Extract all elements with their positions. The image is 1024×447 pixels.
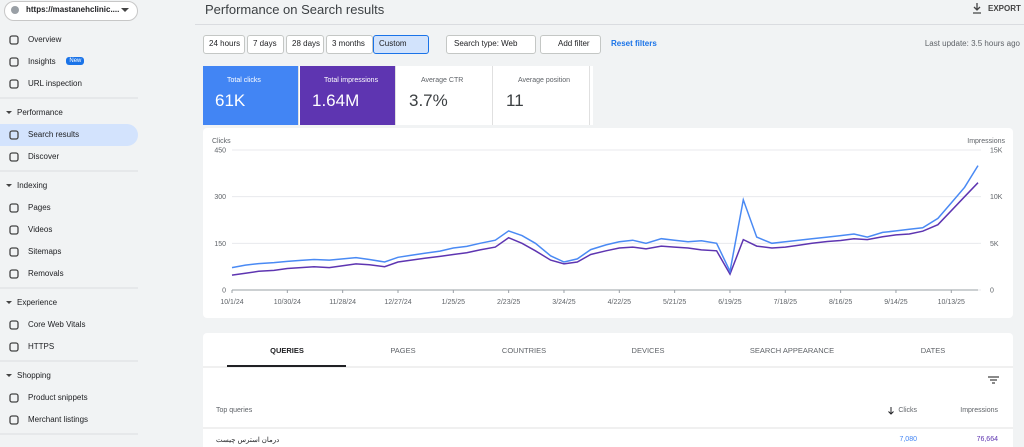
table-header[interactable]: Clicks: [898, 407, 917, 414]
tab[interactable]: SEARCH APPEARANCE: [749, 346, 835, 355]
main-title: Performance on Search results: [205, 2, 385, 17]
nav-item[interactable]: Search results: [28, 130, 80, 139]
nav-item[interactable]: HTTPS: [28, 342, 55, 351]
nav-icon: [9, 342, 19, 352]
selected-highlight: [0, 124, 138, 146]
table-cell[interactable]: درمان استرس چیست: [216, 437, 280, 444]
reset-filters[interactable]: Reset filters: [611, 39, 657, 48]
date-filter-label[interactable]: 24 hours: [209, 39, 241, 48]
add-filter-label[interactable]: Add filter: [558, 39, 590, 48]
section-title[interactable]: Shopping: [17, 371, 51, 380]
section-title[interactable]: Performance: [17, 108, 63, 117]
date-filter[interactable]: [373, 35, 429, 54]
last-update: Last update: 3.5 hours ago: [924, 39, 1020, 48]
section-caret: [6, 374, 12, 377]
nav-item[interactable]: Merchant listings: [28, 415, 89, 424]
table-cell: 76,664: [976, 436, 998, 443]
search-type[interactable]: [446, 35, 536, 54]
tab[interactable]: DEVICES: [631, 346, 665, 355]
metric-card[interactable]: [494, 66, 590, 125]
table-header: Top queries: [216, 407, 253, 414]
metric-label: Total clicks: [227, 77, 261, 84]
nav-icon: [9, 152, 19, 162]
date-filter-label[interactable]: 3 months: [332, 39, 365, 48]
nav-item[interactable]: URL inspection: [28, 79, 82, 88]
export-button[interactable]: EXPORT: [988, 4, 1021, 13]
nav-item[interactable]: Removals: [28, 269, 64, 278]
nav-icon: [9, 415, 19, 425]
metric-label: Total impressions: [324, 77, 379, 84]
section-caret: [6, 184, 12, 187]
property-selector[interactable]: [4, 1, 138, 21]
nav-icon: [9, 79, 19, 89]
nav-icon: [9, 320, 19, 330]
section-caret: [6, 111, 12, 114]
tab[interactable]: DATES: [920, 346, 946, 355]
table-header[interactable]: Impressions: [960, 407, 998, 414]
export-icon: [973, 3, 981, 14]
new-badge: New: [66, 57, 85, 65]
date-filter-label[interactable]: 28 days: [292, 39, 321, 48]
chart-card: [203, 128, 1013, 318]
nav-icon: [9, 269, 19, 279]
metric-label: Average position: [518, 77, 571, 84]
nav-item[interactable]: Sitemaps: [28, 247, 62, 256]
table-cell: 7,080: [899, 436, 917, 443]
add-filter[interactable]: [540, 35, 601, 54]
date-filter[interactable]: [326, 35, 373, 54]
metric-value: 1.64M: [312, 91, 360, 110]
tab[interactable]: PAGES: [390, 346, 416, 355]
date-filter[interactable]: [247, 35, 284, 54]
nav-item[interactable]: Discover: [28, 152, 60, 161]
nav-icon: [9, 57, 19, 67]
metric-value: 61K: [215, 91, 246, 110]
section-title[interactable]: Indexing: [17, 181, 48, 190]
nav-icon: [9, 393, 19, 403]
nav-item[interactable]: Videos: [28, 225, 53, 234]
date-filter[interactable]: [203, 35, 245, 54]
property-url: https://mastanehclinic....: [26, 5, 120, 14]
metric-card[interactable]: [397, 66, 493, 125]
metric-value: 11: [506, 91, 524, 110]
nav-icon: [9, 35, 19, 45]
search-type-label[interactable]: Search type: Web: [454, 39, 518, 48]
nav-item[interactable]: Product snippets: [28, 393, 88, 402]
metric-label: Average CTR: [421, 77, 464, 84]
metric-value: 3.7%: [409, 91, 448, 110]
nav-item[interactable]: Core Web Vitals: [28, 320, 86, 329]
section-title[interactable]: Experience: [17, 298, 58, 307]
metric-card[interactable]: [203, 66, 299, 125]
date-filter-label[interactable]: 7 days: [253, 39, 277, 48]
tab[interactable]: COUNTRIES: [501, 346, 547, 355]
nav-icon: [9, 247, 19, 257]
nav-item[interactable]: Overview: [28, 35, 62, 44]
section-caret: [6, 301, 12, 304]
nav-item[interactable]: Pages: [28, 203, 51, 212]
nav-icon: [9, 225, 19, 235]
date-filter[interactable]: [286, 35, 324, 54]
date-filter-label[interactable]: Custom: [379, 39, 407, 48]
tab[interactable]: QUERIES: [270, 346, 304, 355]
nav-item[interactable]: Insights: [28, 57, 56, 66]
nav-icon: [9, 203, 19, 213]
header-divider: [195, 24, 1024, 25]
metric-card[interactable]: [300, 66, 396, 125]
